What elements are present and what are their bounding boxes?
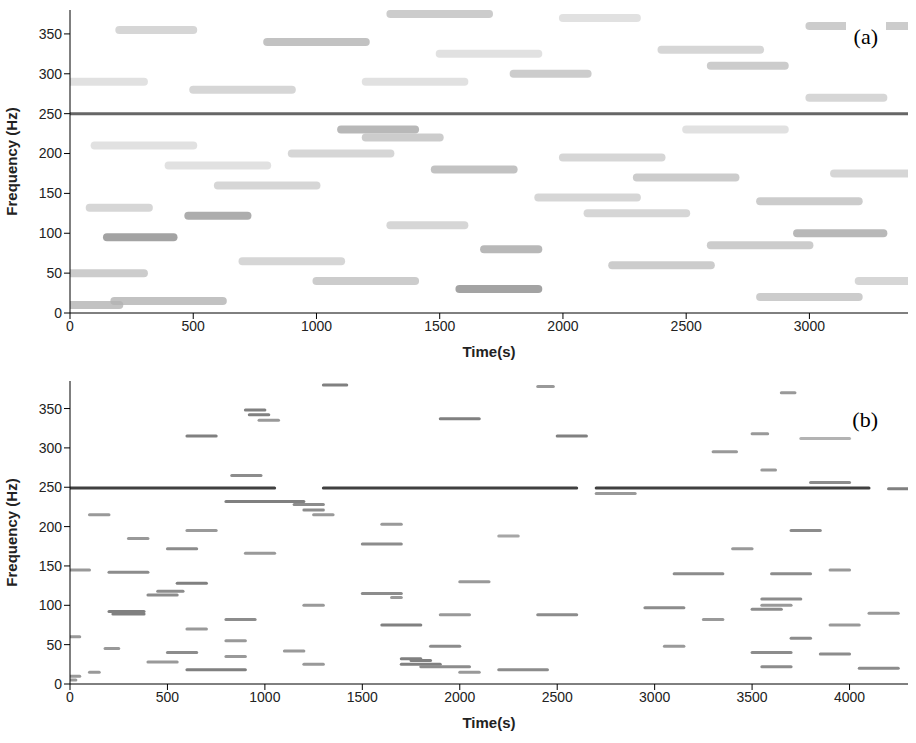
svg-text:250: 250 bbox=[39, 479, 63, 495]
svg-text:350: 350 bbox=[39, 26, 63, 42]
svg-text:1000: 1000 bbox=[249, 689, 280, 705]
svg-text:50: 50 bbox=[46, 637, 62, 653]
svg-text:3000: 3000 bbox=[794, 318, 825, 334]
svg-text:0: 0 bbox=[54, 676, 62, 692]
svg-text:0: 0 bbox=[66, 689, 74, 705]
svg-text:2000: 2000 bbox=[444, 689, 475, 705]
svg-text:350: 350 bbox=[39, 401, 63, 417]
svg-text:1500: 1500 bbox=[424, 318, 455, 334]
svg-text:Frequency (Hz): Frequency (Hz) bbox=[3, 478, 20, 586]
svg-text:500: 500 bbox=[182, 318, 206, 334]
svg-text:3500: 3500 bbox=[737, 689, 768, 705]
svg-text:0: 0 bbox=[66, 318, 74, 334]
svg-text:300: 300 bbox=[39, 66, 63, 82]
svg-text:2000: 2000 bbox=[547, 318, 578, 334]
html-text:(b): (b) bbox=[852, 407, 878, 432]
svg-text:500: 500 bbox=[156, 689, 180, 705]
svg-text:2500: 2500 bbox=[671, 318, 702, 334]
svg-text:1500: 1500 bbox=[347, 689, 378, 705]
svg-text:100: 100 bbox=[39, 597, 63, 613]
svg-text:150: 150 bbox=[39, 185, 63, 201]
svg-text:4000: 4000 bbox=[834, 689, 865, 705]
svg-text:150: 150 bbox=[39, 558, 63, 574]
svg-text:200: 200 bbox=[39, 145, 63, 161]
svg-text:200: 200 bbox=[39, 519, 63, 535]
svg-text:1000: 1000 bbox=[301, 318, 332, 334]
svg-text:50: 50 bbox=[46, 265, 62, 281]
svg-text:Time(s): Time(s) bbox=[462, 714, 515, 731]
svg-text:2500: 2500 bbox=[542, 689, 573, 705]
svg-text:3000: 3000 bbox=[639, 689, 670, 705]
svg-text:300: 300 bbox=[39, 440, 63, 456]
svg-text:250: 250 bbox=[39, 106, 63, 122]
svg-text:0: 0 bbox=[54, 305, 62, 321]
html-text:(a): (a) bbox=[853, 24, 878, 49]
svg-text:Frequency (Hz): Frequency (Hz) bbox=[3, 107, 20, 215]
svg-text:100: 100 bbox=[39, 225, 63, 241]
svg-text:Time(s): Time(s) bbox=[462, 343, 515, 360]
